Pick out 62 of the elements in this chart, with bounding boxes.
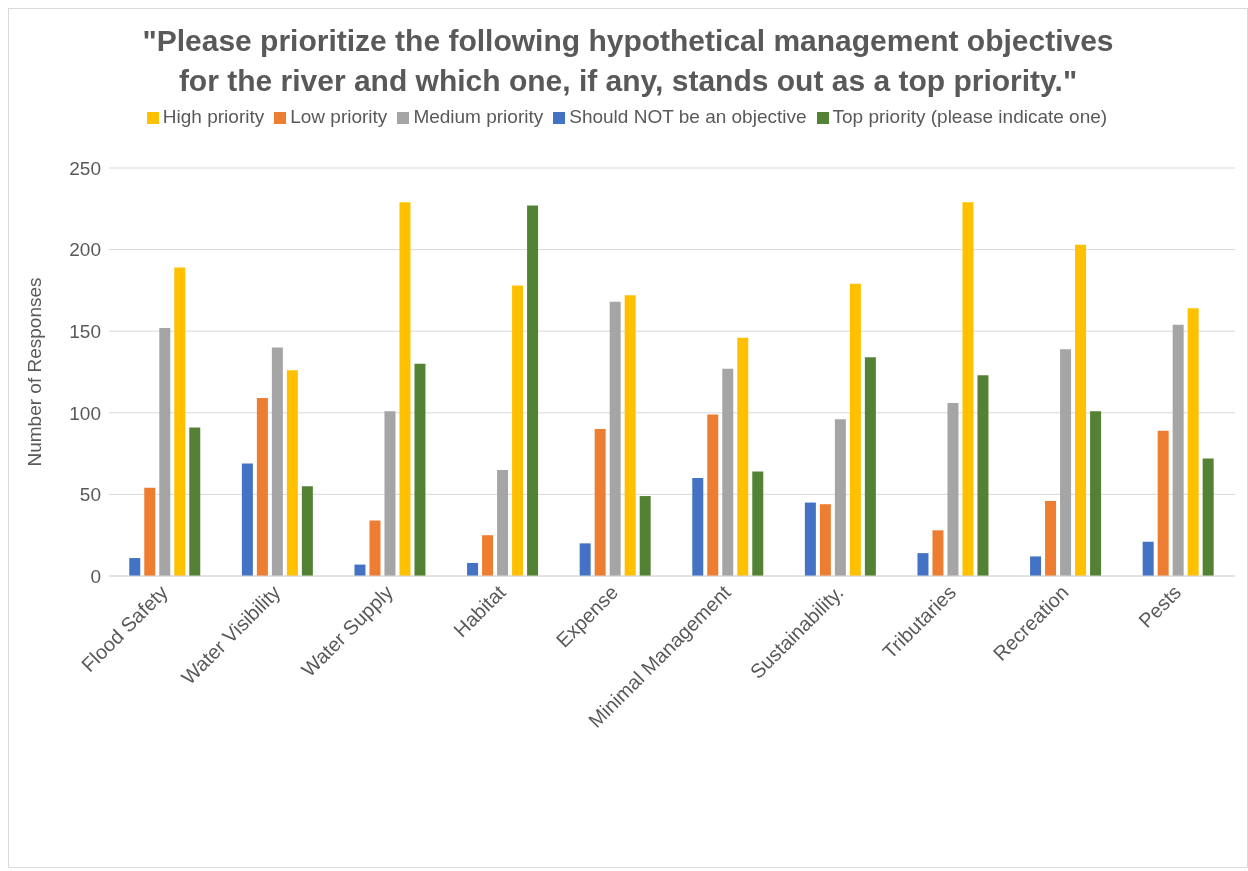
legend-label: Should NOT be an objective — [569, 106, 807, 127]
bar — [256, 398, 268, 576]
bar — [414, 363, 426, 576]
chart-title: "Please prioritize the following hypothetical management objectives for the river and which one, if any, stands out as a top priority." — [141, 23, 1115, 99]
bar — [834, 419, 846, 576]
bar — [864, 357, 876, 576]
bar — [804, 502, 816, 576]
y-tick-label: 150 — [69, 320, 101, 342]
bar — [947, 403, 959, 576]
bar — [752, 471, 764, 576]
y-tick-label: 50 — [79, 484, 101, 506]
legend-label: Low priority — [290, 106, 388, 127]
bar — [159, 327, 171, 576]
bar — [819, 504, 831, 576]
bar — [594, 429, 606, 576]
bar — [1202, 458, 1214, 576]
y-tick-label: 250 — [69, 157, 101, 179]
bar — [467, 562, 479, 576]
bar — [271, 347, 283, 576]
bar — [977, 375, 989, 576]
bar — [624, 295, 636, 576]
bar — [301, 486, 313, 576]
bar — [1157, 430, 1169, 576]
legend-label: High priority — [162, 106, 265, 127]
bar — [737, 337, 749, 576]
legend-label: Medium priority — [413, 106, 544, 127]
y-axis-title: Number of Responses — [23, 277, 45, 467]
bar — [1172, 324, 1184, 576]
bar — [399, 202, 411, 576]
bar — [692, 478, 704, 576]
bar — [849, 283, 861, 576]
y-tick-label: 200 — [69, 239, 101, 261]
bar — [917, 553, 929, 576]
bar — [1142, 541, 1154, 576]
bar — [497, 469, 509, 576]
bar — [609, 301, 621, 576]
bar — [189, 427, 201, 576]
bar — [482, 535, 494, 576]
bar — [962, 202, 974, 576]
legend-label: Top priority (please indicate one) — [832, 106, 1108, 127]
bar — [707, 414, 719, 576]
bar — [1030, 556, 1042, 576]
y-tick-label: 0 — [90, 565, 101, 587]
bar — [579, 543, 591, 576]
bar — [129, 558, 141, 576]
bar — [384, 411, 396, 576]
bar — [369, 520, 381, 576]
y-tick-label: 100 — [69, 402, 101, 424]
bar — [1060, 349, 1072, 576]
bar — [1045, 500, 1057, 576]
bar — [527, 205, 539, 576]
bar — [1075, 244, 1087, 576]
bar — [722, 368, 734, 576]
bar — [1090, 411, 1102, 576]
bar — [144, 487, 156, 576]
bar — [512, 285, 524, 576]
bar — [286, 370, 298, 576]
bar — [174, 267, 186, 576]
bar — [639, 496, 651, 576]
bar — [1187, 308, 1199, 576]
bar — [932, 530, 944, 576]
bar — [241, 463, 253, 576]
